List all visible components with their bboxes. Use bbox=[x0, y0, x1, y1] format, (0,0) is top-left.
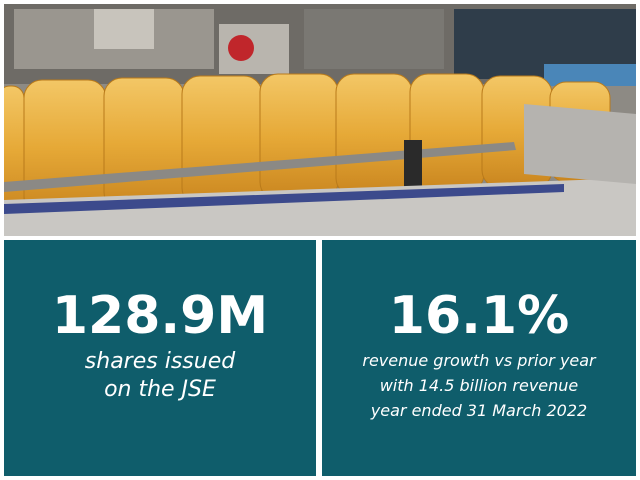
stat-caption: revenue growth vs prior year bbox=[362, 351, 596, 370]
stat-tile: 16.1% revenue growth vs prior year with … bbox=[322, 240, 636, 476]
stat-caption: on the JSE bbox=[104, 377, 216, 402]
stat-figure: 16.1% bbox=[388, 286, 570, 346]
stat-caption: shares issued bbox=[84, 349, 236, 374]
stat-caption: with 14.5 billion revenue bbox=[379, 376, 579, 395]
stat-figure: 128.9M bbox=[51, 286, 269, 346]
photo bbox=[4, 4, 636, 236]
stat-tile: 128.9M shares issued on the JSE bbox=[4, 240, 316, 476]
stat-caption: year ended 31 March 2022 bbox=[370, 401, 588, 420]
